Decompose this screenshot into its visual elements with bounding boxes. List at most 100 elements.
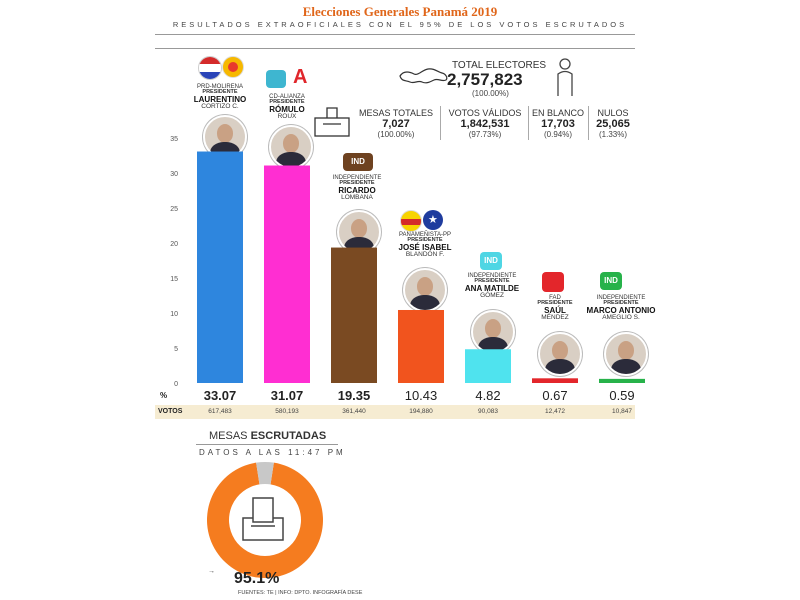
donut-slice-restantes	[256, 462, 274, 485]
candidate-role: PRESIDENTE	[474, 278, 510, 285]
candidate-last-name: BLANDÓN F.	[405, 251, 445, 259]
pct-value: 4.82	[475, 388, 501, 403]
candidate-party: INDEPENDIENTE	[332, 175, 382, 181]
pp-logo: ★	[423, 210, 443, 230]
y-tick-label: 25	[170, 206, 178, 213]
fad-logo	[542, 272, 564, 292]
total-electores-pct: (100.00%)	[472, 89, 509, 98]
candidate-first-name: SAÚL	[544, 306, 566, 316]
total-electores-label: TOTAL ELECTORES	[452, 60, 547, 71]
candidate-last-name: AMEGLIO S.	[602, 314, 640, 322]
pct-value: 31.07	[270, 388, 304, 403]
bar-5	[465, 349, 511, 383]
stat-pct-validos: (97.73%)	[468, 130, 502, 139]
ind-badge: IND	[480, 252, 502, 270]
mesas-title-bold: ESCRUTADAS	[250, 430, 327, 442]
pct-row-label: %	[160, 391, 168, 400]
candidate-first-name: MARCO ANTONIO	[586, 306, 656, 316]
cd-logo	[266, 70, 286, 88]
y-tick-label: 30	[170, 171, 178, 178]
candidate-label: CD-ALIANZA PRESIDENTE RÓMULO ROUX	[252, 94, 322, 121]
stat-value-nulos: 25,065	[596, 118, 630, 130]
pct-value: 33.07	[203, 388, 237, 403]
candidate-label: INDEPENDIENTE PRESIDENTE ANA MATILDE GÓM…	[455, 273, 529, 300]
candidate-party: INDEPENDIENTE	[467, 273, 517, 279]
vote-count: 361,440	[342, 408, 366, 415]
stat-pct-nulos: (1.33%)	[598, 130, 627, 139]
fuentes-credit: FUENTES: TE | INFO: DPTO. INFOGRAFÍA DES…	[238, 590, 363, 596]
candidate-last-name: MÉNDEZ	[541, 314, 569, 322]
vote-count: 617,483	[208, 408, 232, 415]
ind-badge: IND	[343, 153, 373, 171]
candidate-photo	[403, 268, 447, 312]
vote-count: 10,847	[612, 408, 632, 415]
candidate-party: PANAMEÑISTA-PP	[398, 232, 452, 238]
candidate-last-name: ROUX	[277, 113, 297, 121]
y-tick-label: 5	[174, 346, 178, 353]
stat-label-validos: VOTOS VÁLIDOS	[448, 108, 522, 118]
stat-separator	[440, 106, 441, 140]
y-tick-label: 35	[170, 136, 178, 143]
votes-row-background	[155, 405, 635, 419]
page-subtitle: RESULTADOS EXTRAOFICIALES CON EL 95% DE …	[172, 20, 628, 29]
y-tick-label: 10	[170, 311, 178, 318]
top-divider	[155, 34, 635, 35]
stat-value-blanco: 17,703	[541, 118, 575, 130]
page-title: Elecciones Generales Panamá 2019	[302, 4, 498, 19]
mesas-escrutadas-title: MESAS ESCRUTADAS	[209, 430, 326, 442]
datos-hora: DATOS A LAS 11:47 PM	[199, 448, 346, 457]
candidate-first-name: LAURENTINO	[193, 95, 247, 105]
stat-label-blanco: EN BLANCO	[531, 108, 584, 118]
stat-value-mesas: 7,027	[382, 118, 410, 130]
molirena-logo	[222, 56, 244, 78]
bar-4	[398, 309, 444, 383]
panamenista-logo	[400, 210, 422, 232]
stat-separator	[528, 106, 529, 140]
candidate-photo	[471, 310, 515, 354]
stat-value-validos: 1,842,531	[460, 118, 510, 130]
candidate-first-name: RICARDO	[338, 186, 376, 196]
candidate-last-name: CORTIZO C.	[201, 103, 239, 111]
candidate-label: INDEPENDIENTE PRESIDENTE MARCO ANTONIO A…	[584, 295, 658, 322]
y-tick-label: 15	[170, 276, 178, 283]
candidate-label: PANAMEÑISTA-PP PRESIDENTE JOSÉ ISABEL BL…	[388, 232, 462, 259]
pct-value: 0.59	[609, 388, 635, 403]
pct-value: 0.67	[542, 388, 568, 403]
ballot-box-icon	[314, 107, 350, 137]
bar-3	[331, 247, 377, 383]
ballot-box-donut-icon	[242, 497, 284, 541]
panama-map-icon	[399, 68, 448, 84]
candidate-last-name: LOMBANA	[341, 194, 373, 202]
donut-slice-escrutadas	[207, 462, 323, 578]
stat-pct-mesas: (100.00%)	[377, 130, 415, 139]
candidate-photo	[538, 332, 582, 376]
vote-count: 194,880	[409, 408, 433, 415]
donut-pointer-arrow: →	[208, 568, 215, 575]
candidate-role: PRESIDENTE	[603, 300, 639, 307]
bar-1	[197, 151, 243, 383]
alianza-logo: A	[293, 66, 308, 88]
candidate-party: CD-ALIANZA	[269, 94, 305, 100]
bar-2	[264, 165, 310, 383]
stat-label-mesas: MESAS TOTALES	[358, 108, 434, 118]
candidate-last-name: GÓMEZ	[480, 292, 504, 300]
candidate-first-name: JOSÉ ISABEL	[398, 243, 452, 253]
vote-count: 580,193	[275, 408, 299, 415]
candidate-role: PRESIDENTE	[269, 99, 305, 106]
vote-count: 90,083	[478, 408, 498, 415]
votes-row-label: VOTOS	[158, 408, 183, 415]
bar-6	[532, 378, 578, 383]
candidate-party: INDEPENDIENTE	[596, 295, 646, 301]
candidate-label: INDEPENDIENTE PRESIDENTE RICARDO LOMBANA	[320, 175, 394, 202]
stat-pct-blanco: (0.94%)	[543, 130, 572, 139]
prd-logo	[198, 56, 222, 80]
pct-value: 10.43	[404, 388, 438, 403]
top-divider-2	[155, 48, 635, 49]
stat-label-nulos: NULOS	[597, 108, 629, 118]
candidate-role: PRESIDENTE	[202, 89, 238, 96]
y-tick-label: 0	[174, 381, 178, 388]
y-tick-label: 20	[170, 241, 178, 248]
candidate-label: FAD PRESIDENTE SAÚL MÉNDEZ	[520, 295, 590, 322]
candidate-party: FAD	[549, 295, 561, 301]
vote-count: 12,472	[545, 408, 565, 415]
